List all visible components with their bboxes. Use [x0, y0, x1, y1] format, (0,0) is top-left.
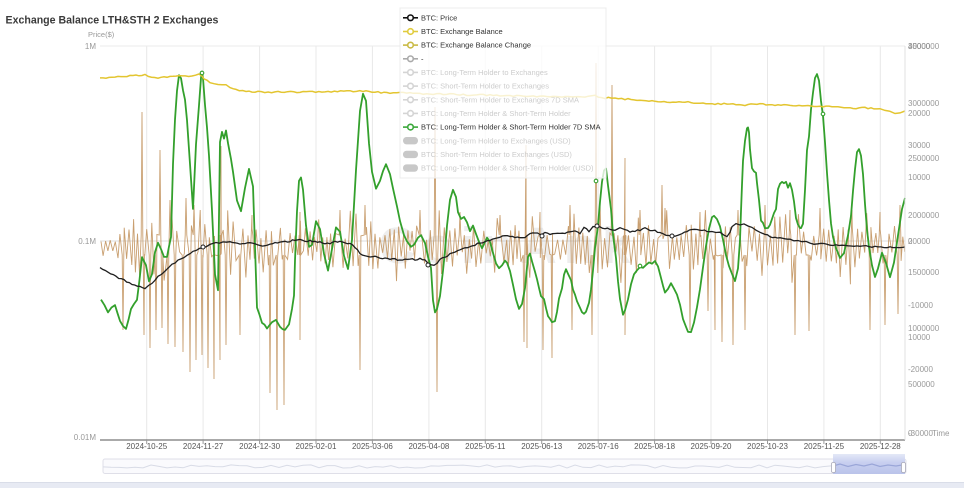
svg-text:2025-10-23: 2025-10-23: [747, 442, 788, 451]
svg-text:Price($): Price($): [88, 30, 115, 39]
svg-text:500000: 500000: [908, 380, 935, 389]
svg-text:2025-06-13: 2025-06-13: [521, 442, 562, 451]
svg-text:30000: 30000: [908, 141, 931, 150]
svg-text:2024-10-25: 2024-10-25: [126, 442, 167, 451]
svg-text:BTC: Price: BTC: Price: [421, 13, 457, 22]
svg-text:BTC: Exchange Balance: BTC: Exchange Balance: [421, 27, 503, 36]
svg-text:2025-02-01: 2025-02-01: [296, 442, 337, 451]
svg-text:1M: 1M: [85, 42, 96, 51]
svg-text:3500000: 3500000: [908, 42, 940, 51]
svg-text:0: 0: [908, 237, 913, 246]
svg-text:BTC: Short-Term Holder to Exch: BTC: Short-Term Holder to Exchanges: [421, 82, 549, 91]
svg-text:BTC: Long-Term Holder & Short-: BTC: Long-Term Holder & Short-Term Holde…: [421, 109, 571, 118]
svg-text:-10000: -10000: [908, 301, 933, 310]
svg-text:2024-12-30: 2024-12-30: [239, 442, 280, 451]
svg-text:2024-11-27: 2024-11-27: [183, 442, 224, 451]
svg-text:BTC: Exchange Balance Change: BTC: Exchange Balance Change: [421, 41, 531, 50]
svg-text:2025-09-20: 2025-09-20: [691, 442, 732, 451]
svg-text:0: 0: [908, 429, 913, 438]
svg-text:Exchange Balance LTH&STH 2 Exc: Exchange Balance LTH&STH 2 Exchanges: [6, 15, 219, 27]
svg-text:-30000: -30000: [908, 429, 933, 438]
svg-text:30000: 30000: [908, 42, 931, 51]
svg-text:2025-05-11: 2025-05-11: [465, 442, 506, 451]
svg-text:2025-04-08: 2025-04-08: [408, 442, 449, 451]
svg-text:-20000: -20000: [908, 365, 933, 374]
svg-text:BTC: Long-Term Holder to Excha: BTC: Long-Term Holder to Exchanges (USD): [421, 136, 571, 145]
svg-text:2500000: 2500000: [908, 154, 940, 163]
svg-text:2025-11-25: 2025-11-25: [804, 442, 845, 451]
svg-text:10000: 10000: [908, 333, 931, 342]
svg-text:BTC: Short-Term Holder to Exch: BTC: Short-Term Holder to Exchanges 7D S…: [421, 95, 579, 104]
svg-text:1500000: 1500000: [908, 268, 940, 277]
svg-text:BTC: Long-Term Holder & Short-: BTC: Long-Term Holder & Short-Term Holde…: [421, 123, 601, 132]
svg-text:-: -: [421, 54, 424, 63]
svg-text:10000: 10000: [908, 173, 931, 182]
svg-text:1000000: 1000000: [908, 324, 940, 333]
svg-text:2025-08-18: 2025-08-18: [634, 442, 675, 451]
svg-text:2025-07-16: 2025-07-16: [578, 442, 619, 451]
svg-text:BTC: Short-Term Holder to Exch: BTC: Short-Term Holder to Exchanges (USD…: [421, 150, 572, 159]
svg-text:0.01M: 0.01M: [74, 433, 97, 442]
svg-text:BTC: Long-Term Holder & Short-: BTC: Long-Term Holder & Short-Term Holde…: [421, 164, 594, 173]
svg-text:20000: 20000: [908, 237, 931, 246]
svg-text:3000000: 3000000: [908, 99, 940, 108]
svg-text:2000000: 2000000: [908, 211, 940, 220]
svg-text:2025-03-06: 2025-03-06: [352, 442, 393, 451]
svg-text:2025-12-28: 2025-12-28: [860, 442, 901, 451]
svg-text:20000: 20000: [908, 109, 931, 118]
svg-text:40000: 40000: [908, 42, 931, 51]
svg-text:Time: Time: [932, 429, 950, 438]
svg-text:0.1M: 0.1M: [78, 237, 96, 246]
svg-text:BTC: Long-Term Holder to Excha: BTC: Long-Term Holder to Exchanges: [421, 68, 548, 77]
